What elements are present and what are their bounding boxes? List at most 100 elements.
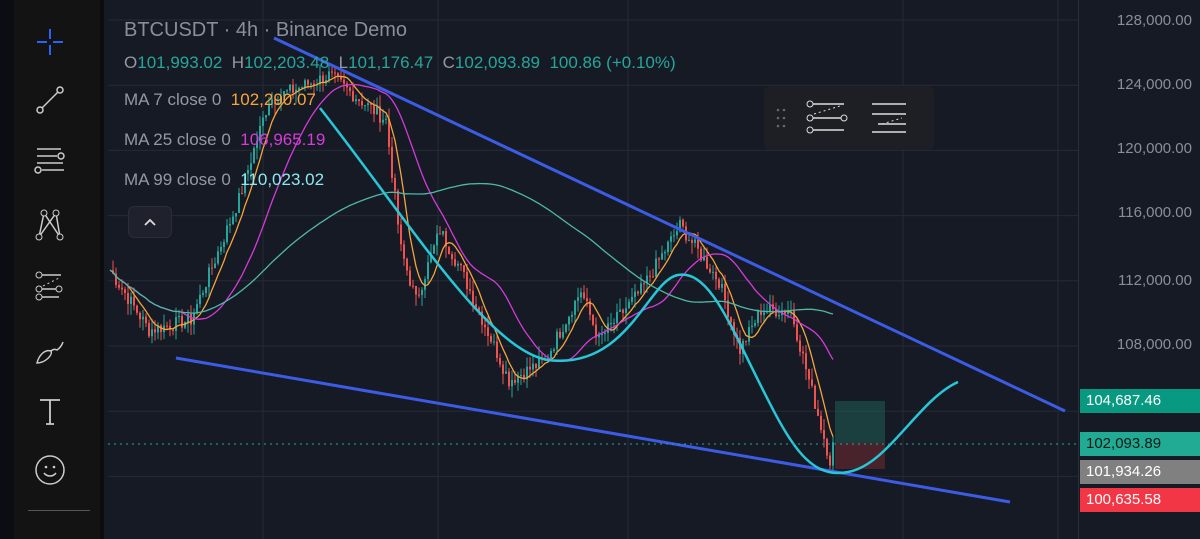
candle-body: [340, 76, 342, 80]
candle-body: [526, 366, 528, 380]
position-target-zone[interactable]: [835, 401, 885, 443]
symbol-title[interactable]: BTCUSDT · 4h · Binance Demo: [124, 19, 408, 41]
candle-body: [712, 271, 714, 273]
price-scale[interactable]: 128,000.00 124,000.00 120,000.00 116,000…: [1078, 0, 1200, 539]
emoji-icon[interactable]: [30, 450, 70, 490]
indicator-ma99[interactable]: MA 99 close 0 110,023.02: [124, 160, 676, 200]
trend-line-icon[interactable]: [30, 80, 70, 120]
candle-body: [439, 233, 441, 235]
candle-body: [142, 316, 144, 320]
candle-body: [643, 283, 645, 285]
candle-body: [364, 105, 366, 107]
fib-tool-icon[interactable]: [868, 98, 914, 138]
candle-body: [262, 117, 264, 126]
chevron-up-icon: [144, 218, 156, 226]
candle-body: [769, 304, 771, 312]
indicator-value: 102,290.07: [230, 90, 316, 109]
candle-body: [250, 163, 252, 170]
channel-lower-line[interactable]: [175, 356, 1011, 504]
candle-body: [205, 287, 207, 293]
candle-body: [535, 363, 537, 368]
candle-body: [178, 315, 180, 318]
candle-body: [235, 213, 237, 217]
candle-body: [817, 408, 819, 416]
candle-body: [280, 96, 282, 103]
candle-body: [595, 324, 597, 338]
candle-body: [376, 106, 378, 115]
candle-body: [703, 256, 705, 261]
candle-body: [532, 363, 534, 370]
candle-body: [190, 313, 192, 325]
candle-body: [727, 300, 729, 318]
collapse-legend-button[interactable]: [128, 206, 172, 238]
text-icon[interactable]: [30, 392, 70, 432]
candle-body: [670, 236, 672, 242]
candle-body: [475, 304, 477, 308]
candle-body: [583, 292, 585, 299]
candle-body: [373, 104, 375, 115]
candle-body: [754, 323, 756, 326]
close-key: C: [442, 53, 455, 72]
candle-body: [145, 316, 147, 324]
candle-body: [691, 240, 693, 243]
candle-body: [751, 325, 753, 327]
candle-body: [256, 141, 258, 149]
candle-body: [307, 80, 309, 85]
price-tick: 108,000.00: [1116, 336, 1192, 353]
high-key: H: [231, 53, 245, 72]
crosshair-icon[interactable]: [30, 22, 70, 62]
candle-body: [430, 253, 432, 263]
candle-body: [796, 324, 798, 341]
candle-body: [175, 317, 177, 331]
ohlc-values: O101,993.02 H102,203.48 L101,176.47 C102…: [124, 46, 676, 80]
candle-body: [589, 301, 591, 315]
candle-body: [445, 231, 447, 247]
candle-body: [151, 329, 153, 337]
prediction-tool-icon[interactable]: [804, 98, 850, 138]
candle-body: [571, 315, 573, 317]
candle-body: [130, 296, 132, 304]
candle-body: [166, 325, 168, 327]
fib-retracement-icon[interactable]: [30, 142, 70, 182]
brush-icon[interactable]: [30, 332, 70, 372]
candle-body: [733, 322, 735, 335]
price-tick: 112,000.00: [1118, 272, 1192, 289]
indicator-label: MA 7 close 0: [124, 90, 222, 109]
price-tick: 120,000.00: [1116, 140, 1192, 157]
candle-body: [709, 268, 711, 273]
candle-body: [217, 251, 219, 264]
candle-body: [511, 380, 513, 387]
prediction-icon[interactable]: [30, 268, 70, 308]
toolbar-divider: [28, 510, 90, 511]
candle-body: [760, 311, 762, 315]
candle-body: [829, 455, 831, 466]
candle-body: [406, 258, 408, 271]
candle-body: [517, 375, 519, 383]
candle-body: [787, 311, 789, 314]
candle-body: [238, 193, 240, 214]
candle-body: [613, 322, 615, 324]
indicator-ma7[interactable]: MA 7 close 0 102,290.07: [124, 80, 676, 120]
candle-body: [118, 284, 120, 288]
candle-body: [457, 263, 459, 266]
indicator-ma25[interactable]: MA 25 close 0 106,965.19: [124, 120, 676, 160]
candle-body: [268, 103, 270, 116]
candle-body: [562, 331, 564, 338]
candle-body: [181, 315, 183, 328]
candle-body: [673, 235, 675, 237]
price-chart[interactable]: [108, 0, 1078, 539]
channel-upper-line[interactable]: [273, 36, 1066, 413]
candle-body: [628, 301, 630, 309]
candle-body: [634, 291, 636, 297]
candle-body: [223, 242, 225, 248]
candle-body: [496, 341, 498, 359]
candle-body: [418, 294, 420, 296]
projection-curve[interactable]: [319, 107, 959, 475]
pattern-icon[interactable]: [30, 206, 70, 246]
candle-body: [274, 99, 276, 104]
candle-body: [586, 298, 588, 302]
candle-body: [202, 292, 204, 295]
drag-handle-icon[interactable]: [776, 106, 786, 130]
candle-body: [757, 311, 759, 324]
candle-body: [694, 239, 696, 243]
